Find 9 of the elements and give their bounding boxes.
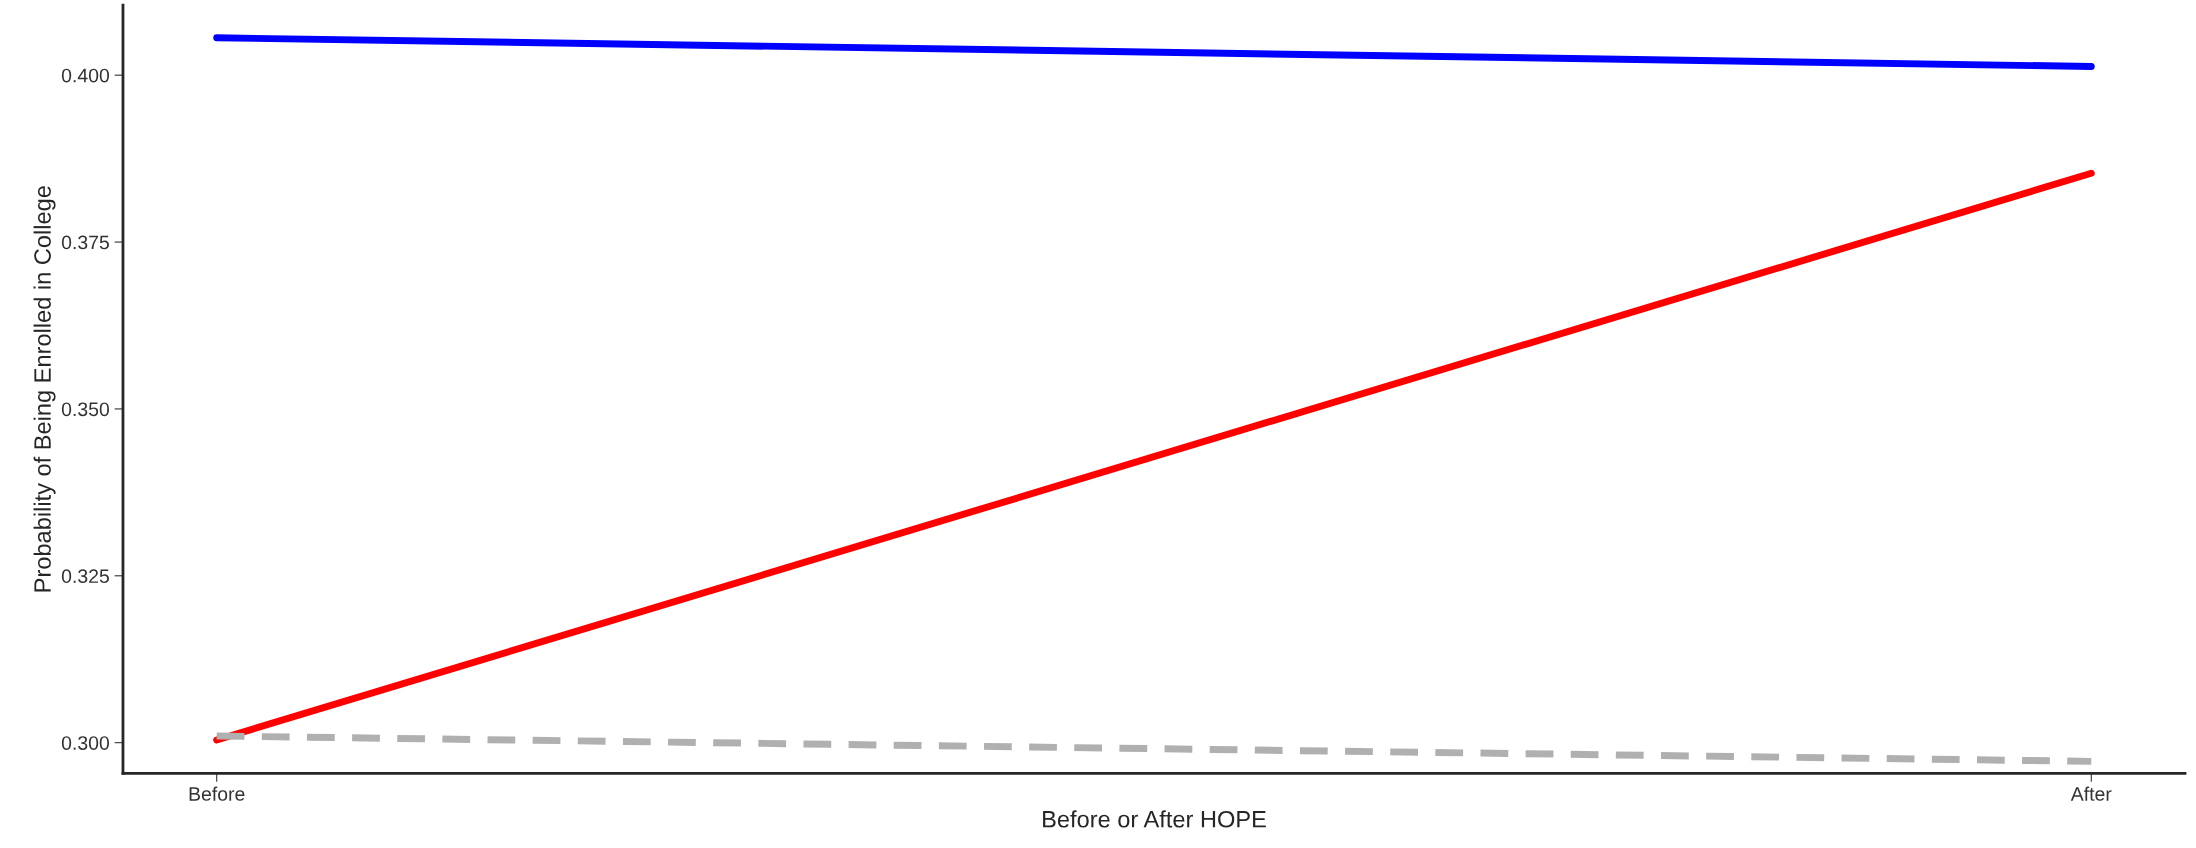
y-tick-label: 0.300 xyxy=(61,736,110,750)
y-tick-label: 0.350 xyxy=(61,402,110,417)
x-tick-label: After xyxy=(2070,786,2112,801)
y-axis-title: Probability of Being Enrolled in College xyxy=(33,186,56,592)
x-tick-label: Before xyxy=(189,786,245,801)
y-tick-label: 0.400 xyxy=(61,68,110,83)
x-axis-title: Before or After HOPE xyxy=(1043,810,1266,828)
y-tick-label: 0.375 xyxy=(61,235,109,250)
y-tick-label: 0.325 xyxy=(61,569,109,584)
